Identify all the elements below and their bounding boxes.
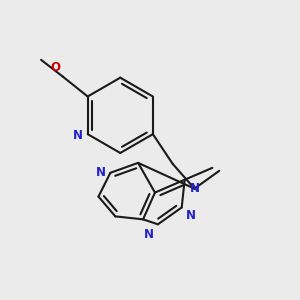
Text: O: O [50,61,60,74]
Text: N: N [73,129,83,142]
Text: N: N [144,228,154,241]
Text: N: N [95,166,105,179]
Text: N: N [186,209,196,222]
Text: N: N [190,182,200,195]
